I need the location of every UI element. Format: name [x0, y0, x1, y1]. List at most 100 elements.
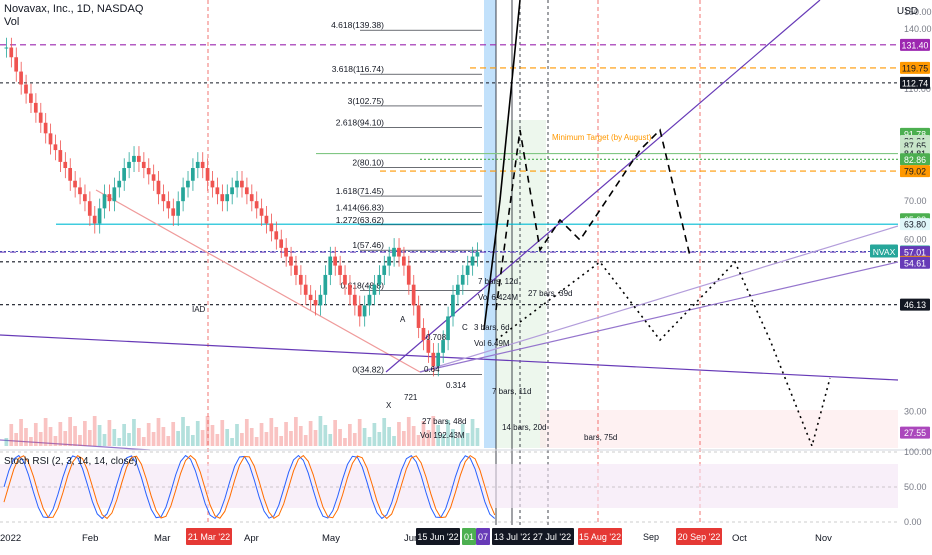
volume-bar-7 [38, 432, 43, 446]
candle-body-44 [220, 194, 225, 202]
x-tick-1: Feb [82, 533, 98, 544]
candle-body-0 [4, 47, 9, 49]
volume-bar-24 [122, 424, 126, 446]
candle-body-51 [254, 201, 259, 209]
volume-label: Vol [4, 16, 20, 28]
volume-bar-22 [112, 429, 117, 446]
candle-body-57 [284, 247, 288, 257]
candle-body-2 [14, 57, 19, 72]
candle-body-46 [230, 187, 234, 195]
candle-body-28 [141, 161, 146, 169]
candle-body-71 [352, 294, 357, 306]
volume-bar-57 [284, 422, 288, 446]
volume-bar-80 [397, 422, 401, 446]
volume-bar-59 [294, 417, 298, 446]
price-label-0: 131.40 [902, 40, 929, 50]
symbol-line: Novavax, Inc., 1D, NASDAQ [4, 3, 144, 15]
candle-body-50 [249, 194, 254, 202]
candle-body-74 [367, 294, 372, 306]
fib-label-1: 3.618(116.74) [332, 64, 384, 74]
projection-dashed [495, 128, 691, 311]
candle-body-8 [43, 122, 48, 134]
volume-bar-29 [146, 423, 151, 446]
osc-tick-2: 0.00 [904, 517, 922, 527]
osc-tick-0: 100.00 [904, 447, 932, 457]
volume-bar-93 [460, 424, 465, 446]
candle-body-41 [205, 168, 210, 181]
y-tick-0: 150.00 [904, 7, 932, 17]
volume-bar-2 [14, 433, 19, 446]
volume-bar-58 [289, 431, 293, 446]
fib-label-3: 2.618(94.10) [336, 118, 384, 128]
y-tick-1: 140.00 [904, 24, 932, 34]
candle-body-52 [259, 208, 264, 216]
trend-line-3 [419, 225, 899, 373]
x-highlight-1: 15 Jun '22 [417, 532, 458, 542]
x-highlight-bg-0 [186, 528, 232, 545]
candle-body-69 [343, 274, 347, 285]
volume-bar-87 [431, 416, 436, 446]
volume-bar-10 [53, 436, 58, 446]
fib-label-5: 1.618(71.45) [336, 186, 384, 196]
candle-body-34 [171, 208, 176, 216]
volume-bar-42 [210, 425, 215, 446]
candle-body-39 [195, 161, 200, 169]
candle-body-79 [392, 247, 396, 257]
candle-body-94 [465, 265, 470, 275]
volume-bar-68 [338, 429, 342, 446]
price-label-1: 119.75 [902, 63, 928, 73]
candle-body-38 [190, 168, 195, 181]
volume-bar-64 [318, 416, 323, 446]
price-label-bg-7 [900, 153, 930, 166]
volume-bar-73 [362, 428, 367, 446]
candle-body-32 [161, 194, 166, 202]
currency-label: USD [896, 6, 918, 17]
annotation-6: 7 bars, 11d [492, 387, 531, 396]
fib-label-0: 4.618(139.38) [331, 20, 384, 30]
candle-body-23 [117, 180, 122, 188]
volume-bar-76 [377, 432, 382, 446]
candle-body-60 [298, 274, 303, 285]
volume-bar-28 [141, 437, 146, 446]
x-highlight-bg-1 [416, 528, 460, 545]
candle-body-33 [166, 201, 171, 209]
price-label-10: 63.80 [904, 220, 926, 230]
volume-bar-94 [465, 433, 470, 446]
candle-body-54 [269, 223, 274, 232]
volume-bar-48 [240, 433, 244, 446]
volume-bar-51 [254, 437, 259, 446]
volume-bar-75 [372, 423, 377, 446]
candle-body-80 [397, 247, 401, 257]
candle-body-22 [112, 187, 117, 202]
volume-bar-3 [19, 419, 23, 446]
chart-header: Novavax, Inc., 1D, NASDAQ Vol [4, 3, 143, 29]
volume-bar-83 [411, 426, 416, 446]
volume-bar-35 [176, 431, 180, 446]
volume-bar-71 [352, 433, 357, 446]
volume-bar-9 [48, 427, 53, 446]
candle-body-24 [122, 168, 126, 181]
candle-body-88 [436, 352, 441, 367]
volume-bar-4 [24, 428, 28, 446]
candle-body-18 [92, 215, 97, 224]
price-label-bg-10 [900, 218, 930, 231]
candle-body-30 [151, 174, 156, 181]
price-label-bg-0 [900, 38, 930, 51]
volume-bar-81 [401, 431, 406, 446]
candle-body-9 [48, 133, 53, 145]
candle-body-55 [274, 231, 279, 240]
candle-body-31 [156, 180, 161, 195]
volume-bar-56 [279, 436, 284, 446]
volume-bar-43 [215, 434, 220, 446]
price-label-8: 79.02 [904, 167, 926, 177]
annotation-11: 0.708 [426, 333, 447, 342]
x-highlight-bg-6 [578, 528, 622, 545]
x-highlight-4: 13 Jul '22 [494, 532, 532, 542]
x-tick-2: Mar [154, 533, 170, 544]
stoch-d-line [3, 454, 496, 520]
price-label-bg-2 [900, 76, 930, 89]
candle-body-93 [460, 274, 465, 285]
volume-bar-79 [392, 436, 396, 446]
